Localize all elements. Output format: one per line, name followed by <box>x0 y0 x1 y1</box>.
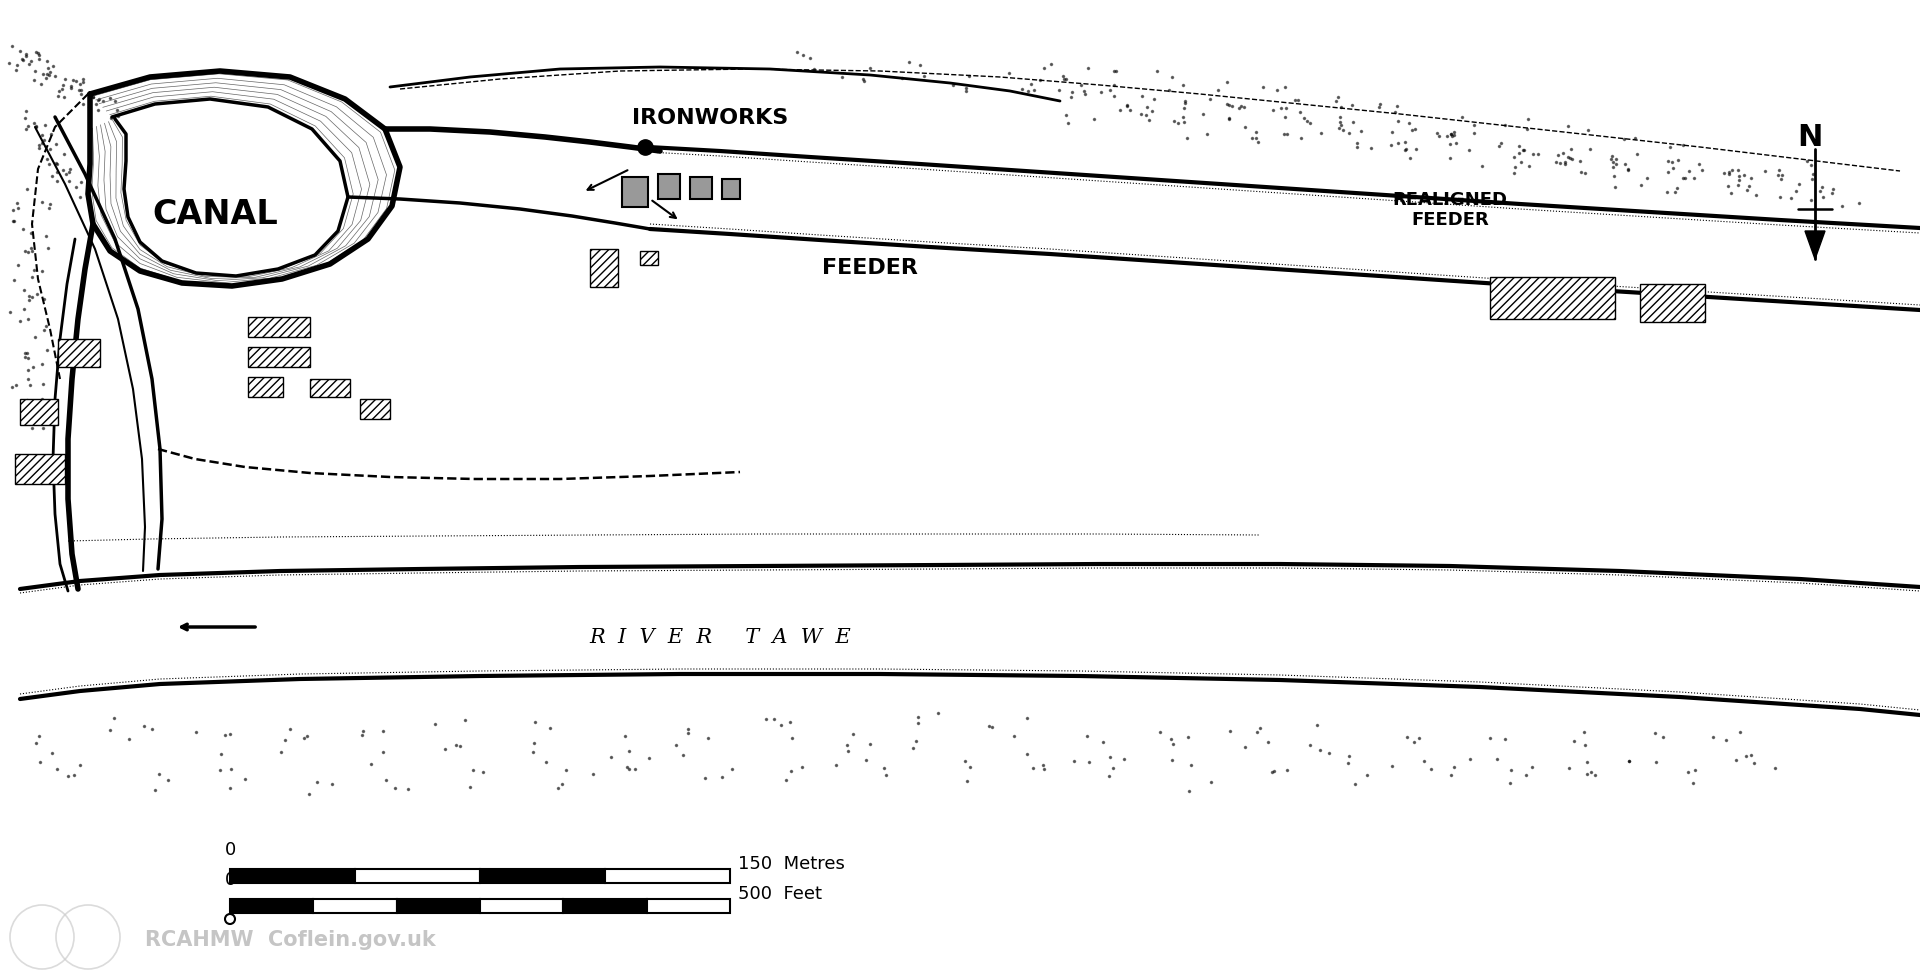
Bar <box>397 899 480 913</box>
Bar <box>248 318 309 338</box>
Bar <box>647 899 730 913</box>
Polygon shape <box>659 175 680 199</box>
Polygon shape <box>1805 232 1826 260</box>
Bar <box>248 378 282 398</box>
Bar <box>605 870 730 883</box>
Text: FEEDER: FEEDER <box>822 258 918 277</box>
Bar <box>1640 284 1705 322</box>
Polygon shape <box>622 178 649 208</box>
Text: RCAHMW  Coflein.gov.uk: RCAHMW Coflein.gov.uk <box>146 929 436 949</box>
Text: 0: 0 <box>225 871 236 888</box>
Bar <box>361 400 390 419</box>
Bar <box>480 870 605 883</box>
Bar <box>15 454 65 485</box>
Bar <box>1490 277 1615 319</box>
Bar <box>313 899 397 913</box>
Text: R  I  V  E  R     T  A  W  E: R I V E R T A W E <box>589 628 851 647</box>
Bar <box>639 252 659 266</box>
Bar <box>19 400 58 426</box>
Bar <box>589 250 618 287</box>
Bar <box>248 348 309 367</box>
Text: 0: 0 <box>225 840 236 858</box>
Bar <box>563 899 647 913</box>
Text: CANAL: CANAL <box>152 198 278 232</box>
Polygon shape <box>689 178 712 199</box>
Bar <box>230 899 313 913</box>
Text: REALIGNED
FEEDER: REALIGNED FEEDER <box>1392 191 1507 230</box>
Bar <box>355 870 480 883</box>
Bar <box>309 380 349 398</box>
Bar <box>58 340 100 367</box>
Polygon shape <box>722 180 739 199</box>
Bar <box>230 870 355 883</box>
Text: IRONWORKS: IRONWORKS <box>632 107 787 128</box>
Text: 150  Metres: 150 Metres <box>737 854 845 872</box>
Text: N: N <box>1797 123 1822 152</box>
Text: 500  Feet: 500 Feet <box>737 884 822 902</box>
Bar <box>480 899 563 913</box>
